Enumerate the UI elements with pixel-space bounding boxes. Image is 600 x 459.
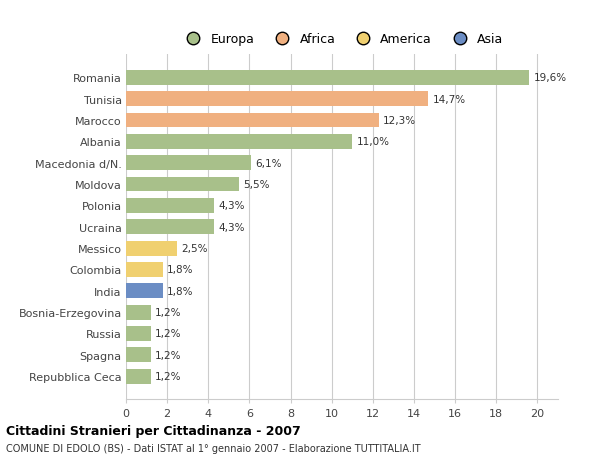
Text: 1,2%: 1,2% <box>155 371 181 381</box>
Bar <box>126 305 151 320</box>
Text: 5,5%: 5,5% <box>243 179 270 190</box>
Text: 1,2%: 1,2% <box>155 329 181 339</box>
Text: 1,2%: 1,2% <box>155 308 181 317</box>
Text: 2,5%: 2,5% <box>182 244 208 253</box>
Bar <box>126 71 529 86</box>
Bar <box>126 263 163 277</box>
Bar <box>126 326 151 341</box>
Bar <box>126 113 379 128</box>
Bar <box>126 241 178 256</box>
Bar <box>126 92 428 107</box>
Bar <box>126 369 151 384</box>
Bar <box>126 177 239 192</box>
Text: COMUNE DI EDOLO (BS) - Dati ISTAT al 1° gennaio 2007 - Elaborazione TUTTITALIA.I: COMUNE DI EDOLO (BS) - Dati ISTAT al 1° … <box>6 443 421 453</box>
Text: 14,7%: 14,7% <box>433 95 466 105</box>
Text: 11,0%: 11,0% <box>356 137 389 147</box>
Text: Cittadini Stranieri per Cittadinanza - 2007: Cittadini Stranieri per Cittadinanza - 2… <box>6 424 301 437</box>
Bar <box>126 198 214 213</box>
Text: 1,8%: 1,8% <box>167 265 194 275</box>
Bar <box>126 347 151 363</box>
Text: 1,2%: 1,2% <box>155 350 181 360</box>
Bar <box>126 220 214 235</box>
Bar <box>126 284 163 298</box>
Text: 4,3%: 4,3% <box>218 201 245 211</box>
Text: 1,8%: 1,8% <box>167 286 194 296</box>
Legend: Europa, Africa, America, Asia: Europa, Africa, America, Asia <box>178 30 506 48</box>
Bar <box>126 134 352 150</box>
Text: 4,3%: 4,3% <box>218 222 245 232</box>
Bar <box>126 156 251 171</box>
Text: 6,1%: 6,1% <box>256 158 282 168</box>
Text: 12,3%: 12,3% <box>383 116 416 126</box>
Text: 19,6%: 19,6% <box>533 73 566 83</box>
